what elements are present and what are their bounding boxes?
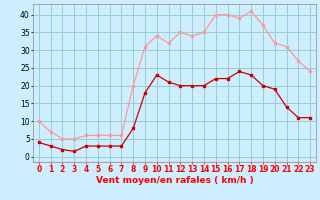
X-axis label: Vent moyen/en rafales ( km/h ): Vent moyen/en rafales ( km/h ) (96, 176, 253, 185)
